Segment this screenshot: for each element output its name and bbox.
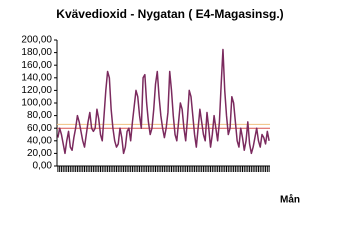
y-tick-label: 140,00 [21, 72, 52, 83]
y-tick-label: 120,00 [21, 85, 52, 96]
x-axis-label: Mån [280, 194, 300, 206]
y-tick-label: 40,00 [27, 135, 52, 146]
y-tick-label: 180,00 [21, 47, 52, 58]
y-tick-label: 200,00 [21, 35, 52, 46]
y-tick-label: 160,00 [21, 60, 52, 71]
y-tick-label: 60,00 [27, 123, 52, 134]
y-tick-label: 0,00 [33, 161, 53, 172]
data-line [57, 48, 270, 155]
y-tick-label: 100,00 [21, 98, 52, 109]
y-tick-label: 20,00 [27, 148, 52, 159]
chart-title: Kvävedioxid - Nygatan ( E4-Magasinsg.) [56, 7, 283, 21]
y-tick-label: 80,00 [27, 110, 52, 121]
chart: Kvävedioxid - Nygatan ( E4-Magasinsg.) M… [21, 7, 300, 206]
